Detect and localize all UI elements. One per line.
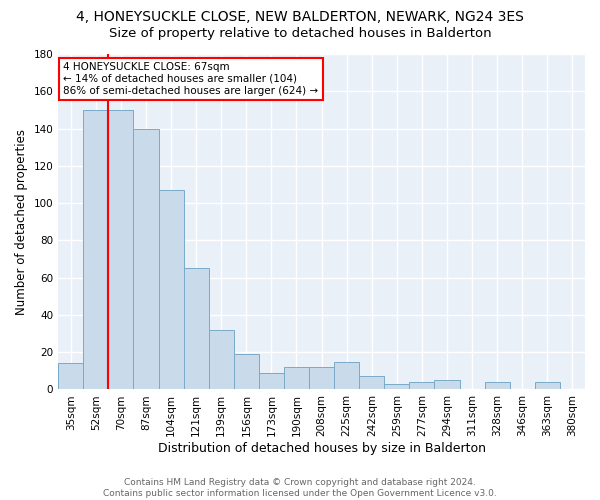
Bar [184, 268, 209, 390]
Bar [359, 376, 385, 390]
Bar [58, 364, 83, 390]
Bar [83, 110, 109, 390]
Bar [109, 110, 133, 390]
Bar [334, 362, 359, 390]
X-axis label: Distribution of detached houses by size in Balderton: Distribution of detached houses by size … [158, 442, 485, 455]
Bar [209, 330, 234, 390]
Bar [434, 380, 460, 390]
Text: 4 HONEYSUCKLE CLOSE: 67sqm
← 14% of detached houses are smaller (104)
86% of sem: 4 HONEYSUCKLE CLOSE: 67sqm ← 14% of deta… [64, 62, 319, 96]
Bar [535, 382, 560, 390]
Text: Size of property relative to detached houses in Balderton: Size of property relative to detached ho… [109, 28, 491, 40]
Text: Contains HM Land Registry data © Crown copyright and database right 2024.
Contai: Contains HM Land Registry data © Crown c… [103, 478, 497, 498]
Y-axis label: Number of detached properties: Number of detached properties [15, 128, 28, 314]
Text: 4, HONEYSUCKLE CLOSE, NEW BALDERTON, NEWARK, NG24 3ES: 4, HONEYSUCKLE CLOSE, NEW BALDERTON, NEW… [76, 10, 524, 24]
Bar [133, 128, 158, 390]
Bar [234, 354, 259, 390]
Bar [259, 372, 284, 390]
Bar [158, 190, 184, 390]
Bar [284, 367, 309, 390]
Bar [485, 382, 510, 390]
Bar [409, 382, 434, 390]
Bar [385, 384, 409, 390]
Bar [309, 367, 334, 390]
